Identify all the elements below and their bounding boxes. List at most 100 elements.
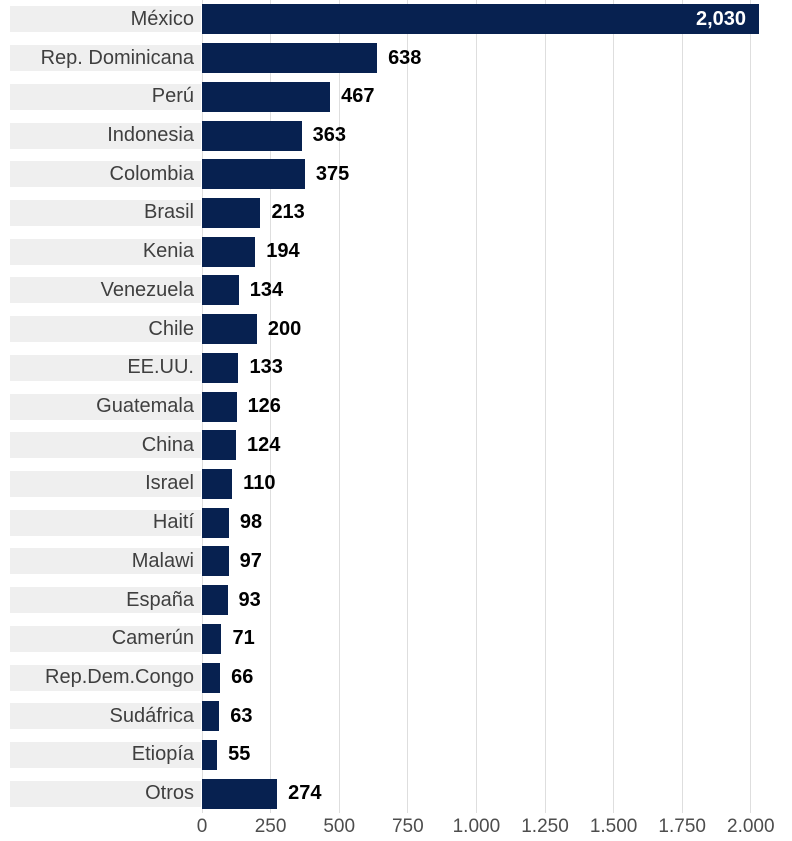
category-label: México [130,7,194,30]
category-band: Rep.Dem.Congo [10,664,201,691]
value-label: 467 [341,85,375,108]
category-label: Malawi [131,549,194,572]
bar [202,236,256,267]
category-band: Malawi [10,548,201,575]
bar [202,275,239,306]
value-label: 213 [271,201,305,224]
bar [202,623,222,654]
x-axis-tick-label: 2.000 [727,816,775,837]
category-label: Camerún [111,627,194,650]
category-band: Haití [10,509,201,536]
value-label: 375 [315,162,350,185]
category-label: Rep.Dem.Congo [45,666,194,688]
bar [202,352,239,383]
category-band: Kenia [10,238,201,265]
category-band: Etiopía [10,741,201,768]
bar [202,120,302,151]
category-band: Indonesia [10,122,201,149]
category-band: España [10,587,201,614]
x-axis-tick-label: 0 [196,816,208,837]
category-label: Colombia [109,162,194,185]
category-band: Otros [10,780,201,807]
value-label: 133 [249,356,283,379]
gridline [681,0,683,813]
category-label: China [141,433,194,456]
value-label: 363 [312,124,346,146]
bar [202,43,378,74]
category-label: Etiopía [131,743,194,766]
value-label: 63 [230,704,253,727]
x-axis-tick-label: 250 [254,816,287,837]
bar [202,81,331,112]
category-label: Rep. Dominicana [40,46,194,69]
value-label: 194 [266,240,300,263]
category-band: Guatemala [10,393,201,420]
bar [202,314,257,345]
gridline [750,0,752,813]
category-label: Haití [152,511,194,534]
value-label: 93 [238,588,261,611]
category-band: Brasil [10,199,201,226]
category-label: Israel [145,472,194,495]
category-label: Venezuela [100,278,194,301]
category-label: Otros [145,782,194,805]
value-label: 124 [247,433,281,456]
category-band: Venezuela [10,277,201,304]
bar [202,778,278,809]
x-axis-tick-label: 750 [391,816,424,837]
category-band: Colombia [10,161,201,188]
value-label: 134 [249,278,284,301]
category-band: Rep. Dominicana [10,45,201,72]
category-label: EE.UU. [127,356,194,379]
category-band: México [10,6,201,33]
category-band: EE.UU. [10,354,201,381]
bar [202,507,229,538]
category-band: Perú [10,83,201,110]
bar [202,585,228,616]
value-label: 638 [388,46,422,69]
x-axis-tick-label: 1.500 [589,816,638,837]
gridline [613,0,615,813]
bar [202,4,760,35]
bar [202,701,220,732]
value-label: 98 [239,511,263,534]
value-label: 126 [247,395,281,417]
category-label: España [126,588,194,611]
value-label: 2,030 [695,7,747,30]
value-label: 97 [239,549,262,572]
gridline [407,0,409,813]
gridline [544,0,546,813]
x-axis-tick-label: 500 [323,816,356,837]
value-label: 55 [228,743,251,766]
category-band: China [10,432,201,459]
category-band: Chile [10,316,201,343]
category-label: Brasil [143,201,194,224]
gridline [270,0,272,813]
bar [202,197,261,228]
gridline [475,0,477,813]
category-label: Guatemala [96,395,194,417]
category-band: Israel [10,470,201,497]
bar [202,739,218,770]
category-label: Sudáfrica [109,704,195,727]
bar [202,159,305,190]
bar [202,662,221,693]
value-label: 200 [267,317,302,340]
category-label: Perú [151,85,194,108]
category-label: Indonesia [107,124,194,146]
bar [202,468,233,499]
bar [202,430,237,461]
value-label: 71 [232,627,255,650]
bar [202,546,229,577]
value-label: 274 [288,782,322,805]
category-band: Camerún [10,625,201,652]
bar [202,391,237,422]
category-label: Kenia [142,240,194,263]
value-label: 110 [243,472,276,495]
x-axis-tick-label: 1.750 [658,816,706,837]
category-band: Sudáfrica [10,703,201,730]
x-axis-tick-label: 1.000 [452,816,501,837]
x-axis-tick-label: 1.250 [521,816,569,837]
gridline [338,0,340,813]
